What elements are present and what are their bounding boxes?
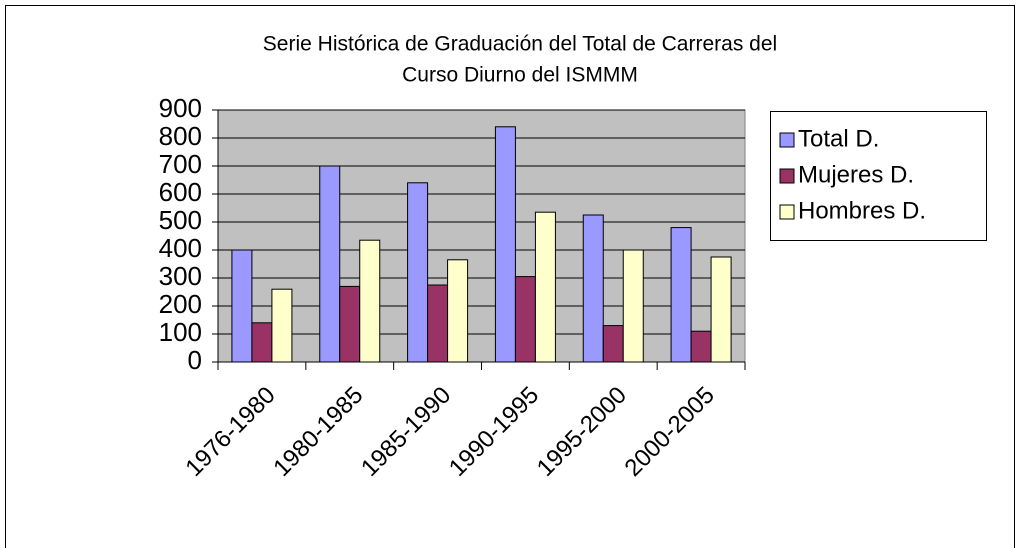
plot-area <box>217 109 746 363</box>
bar <box>271 288 293 363</box>
y-tick-label: 500 <box>159 205 202 235</box>
legend-swatch <box>779 132 795 148</box>
y-tick-label: 800 <box>159 121 202 151</box>
bar <box>514 276 536 363</box>
legend-label: Mujeres D. <box>798 161 914 188</box>
y-tick-label: 300 <box>159 261 202 291</box>
bar <box>494 126 516 363</box>
bar <box>251 322 273 363</box>
legend-label: Total D. <box>798 125 879 152</box>
bar <box>622 249 644 363</box>
bar <box>231 249 253 363</box>
legend <box>770 111 987 241</box>
bar <box>602 325 624 363</box>
legend-label: Hombres D. <box>798 197 926 224</box>
y-tick-label: 400 <box>159 233 202 263</box>
bar <box>407 182 429 363</box>
bar <box>447 259 469 363</box>
y-tick-label: 100 <box>159 317 202 347</box>
legend-swatch <box>779 168 795 184</box>
bar <box>582 214 604 363</box>
chart-title: Curso Diurno del ISMMM <box>402 64 638 87</box>
y-tick-label: 200 <box>159 289 202 319</box>
chart-title: Serie Histórica de Graduación del Total … <box>263 33 777 56</box>
bar <box>319 165 341 363</box>
legend-swatch <box>779 204 795 220</box>
y-tick-label: 0 <box>188 345 202 375</box>
bar <box>427 284 449 363</box>
y-tick-label: 600 <box>159 177 202 207</box>
bar <box>670 227 692 363</box>
bar <box>359 239 381 363</box>
bar <box>534 211 556 363</box>
bar <box>690 330 712 363</box>
y-tick-label: 700 <box>159 149 202 179</box>
bar <box>339 285 361 363</box>
y-tick-label: 900 <box>159 93 202 123</box>
bar <box>710 256 732 363</box>
